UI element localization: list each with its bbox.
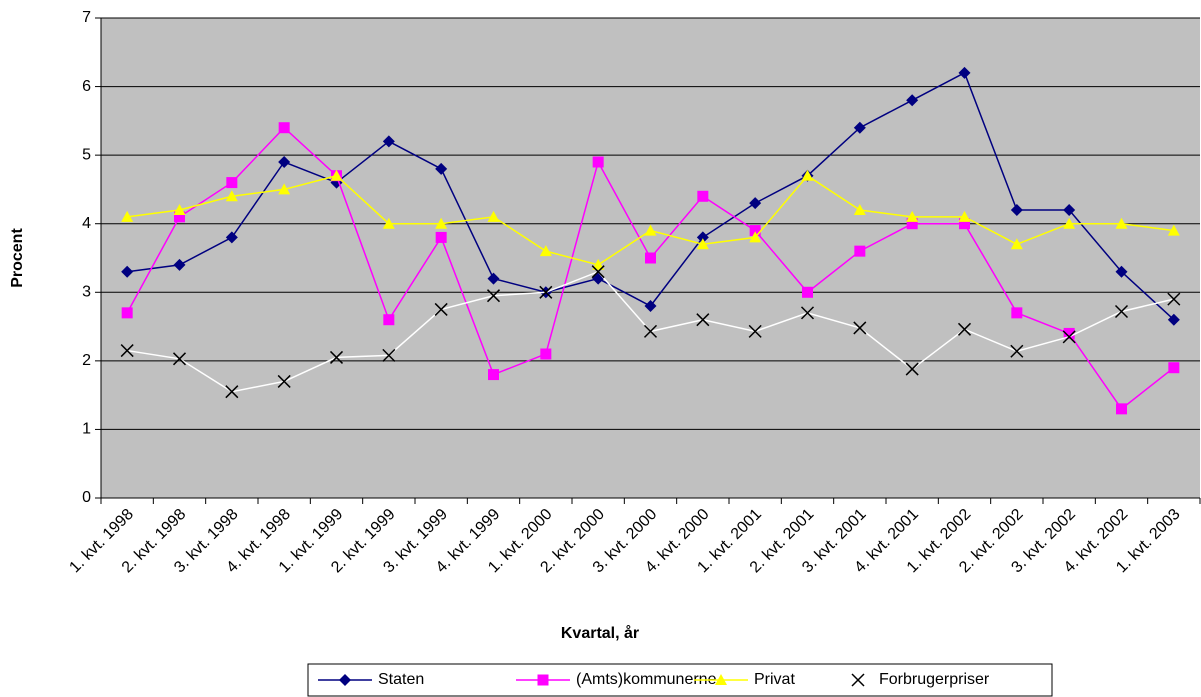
data-point xyxy=(644,300,657,312)
data-point xyxy=(748,324,762,338)
x-axis-title: Kvartal, år xyxy=(561,624,639,642)
data-point xyxy=(802,286,813,298)
data-point xyxy=(854,245,866,257)
data-point xyxy=(906,210,919,222)
data-point xyxy=(486,289,501,303)
legend-marker xyxy=(851,673,865,687)
data-point xyxy=(800,306,815,320)
y-tick-label: 5 xyxy=(82,146,91,163)
data-point xyxy=(1116,403,1127,415)
data-point xyxy=(906,94,919,107)
data-point xyxy=(383,314,395,326)
data-point xyxy=(1115,217,1128,229)
data-point xyxy=(278,183,291,195)
data-point xyxy=(853,321,867,335)
data-point xyxy=(1010,344,1024,358)
data-point xyxy=(382,217,395,229)
data-point xyxy=(749,197,762,210)
data-point xyxy=(121,210,134,222)
data-point xyxy=(226,177,238,189)
legend-marker xyxy=(715,674,727,685)
data-point xyxy=(487,210,500,222)
data-point xyxy=(1167,224,1180,236)
data-point xyxy=(853,204,866,215)
legend-label: Staten xyxy=(378,671,424,688)
data-point xyxy=(539,245,552,257)
data-point xyxy=(330,169,343,181)
data-point xyxy=(173,204,186,215)
data-point xyxy=(1063,327,1075,339)
data-point xyxy=(1167,313,1180,326)
data-point xyxy=(644,224,657,236)
y-tick-label: 1 xyxy=(82,421,91,438)
y-tick-label: 3 xyxy=(82,284,91,301)
data-point xyxy=(1062,330,1076,344)
data-point xyxy=(225,385,239,399)
data-point xyxy=(382,135,395,148)
legend-box xyxy=(307,663,1053,697)
data-point xyxy=(120,344,134,358)
legend-marker xyxy=(339,674,351,686)
y-tick-label: 0 xyxy=(82,489,91,506)
data-point xyxy=(1010,204,1023,216)
data-point xyxy=(696,238,709,250)
data-point xyxy=(121,265,134,278)
data-point xyxy=(1011,307,1023,319)
data-point xyxy=(1168,362,1180,374)
data-point xyxy=(278,122,290,134)
data-point xyxy=(172,352,187,366)
data-point xyxy=(539,285,553,299)
data-point xyxy=(121,307,133,319)
data-point xyxy=(592,156,604,168)
data-point xyxy=(645,252,656,264)
data-point xyxy=(591,265,605,279)
y-tick-label: 6 xyxy=(82,78,91,95)
data-point xyxy=(697,190,709,202)
data-point xyxy=(487,272,500,285)
data-point xyxy=(382,348,396,362)
data-point xyxy=(329,350,344,364)
data-point xyxy=(435,162,448,175)
data-point xyxy=(1063,204,1076,216)
data-point xyxy=(1114,304,1129,319)
data-point xyxy=(225,231,238,244)
data-point xyxy=(958,210,971,222)
y-tick-label: 4 xyxy=(82,215,91,232)
data-point xyxy=(435,231,447,243)
data-point xyxy=(435,217,448,229)
y-tick-label: 7 xyxy=(82,9,91,26)
data-point xyxy=(1063,217,1076,229)
data-point xyxy=(1167,292,1181,306)
data-point xyxy=(749,231,762,243)
y-tick-label: 2 xyxy=(82,352,91,369)
data-point xyxy=(1010,238,1023,250)
data-point xyxy=(905,362,919,376)
data-point xyxy=(853,121,866,134)
data-point xyxy=(592,258,605,270)
data-point xyxy=(173,258,186,271)
data-point xyxy=(540,348,552,360)
data-point xyxy=(643,324,658,338)
data-point xyxy=(278,156,291,168)
data-point xyxy=(801,169,814,181)
legend-label: (Amts)kommunerne xyxy=(576,671,717,688)
data-point xyxy=(957,322,972,336)
legend-label: Privat xyxy=(754,671,795,688)
legend-marker xyxy=(537,674,549,686)
data-point xyxy=(696,231,709,244)
data-point xyxy=(277,374,291,388)
data-point xyxy=(958,66,971,79)
y-axis-title: Procent xyxy=(9,228,26,288)
legend-label: Forbrugerpriser xyxy=(879,671,990,688)
data-point xyxy=(696,313,710,327)
data-point xyxy=(1115,265,1128,278)
data-point xyxy=(434,302,448,316)
data-point xyxy=(488,369,499,381)
data-point xyxy=(225,190,238,202)
